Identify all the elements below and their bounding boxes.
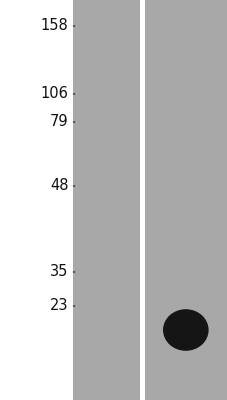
Text: 158: 158 — [40, 18, 68, 34]
Text: 23: 23 — [50, 298, 68, 314]
Bar — [144, 0, 227, 400]
Text: 48: 48 — [50, 178, 68, 194]
Ellipse shape — [162, 309, 208, 351]
Text: 35: 35 — [50, 264, 68, 280]
Bar — [73, 0, 140, 400]
Text: 79: 79 — [49, 114, 68, 130]
Text: 106: 106 — [40, 86, 68, 102]
